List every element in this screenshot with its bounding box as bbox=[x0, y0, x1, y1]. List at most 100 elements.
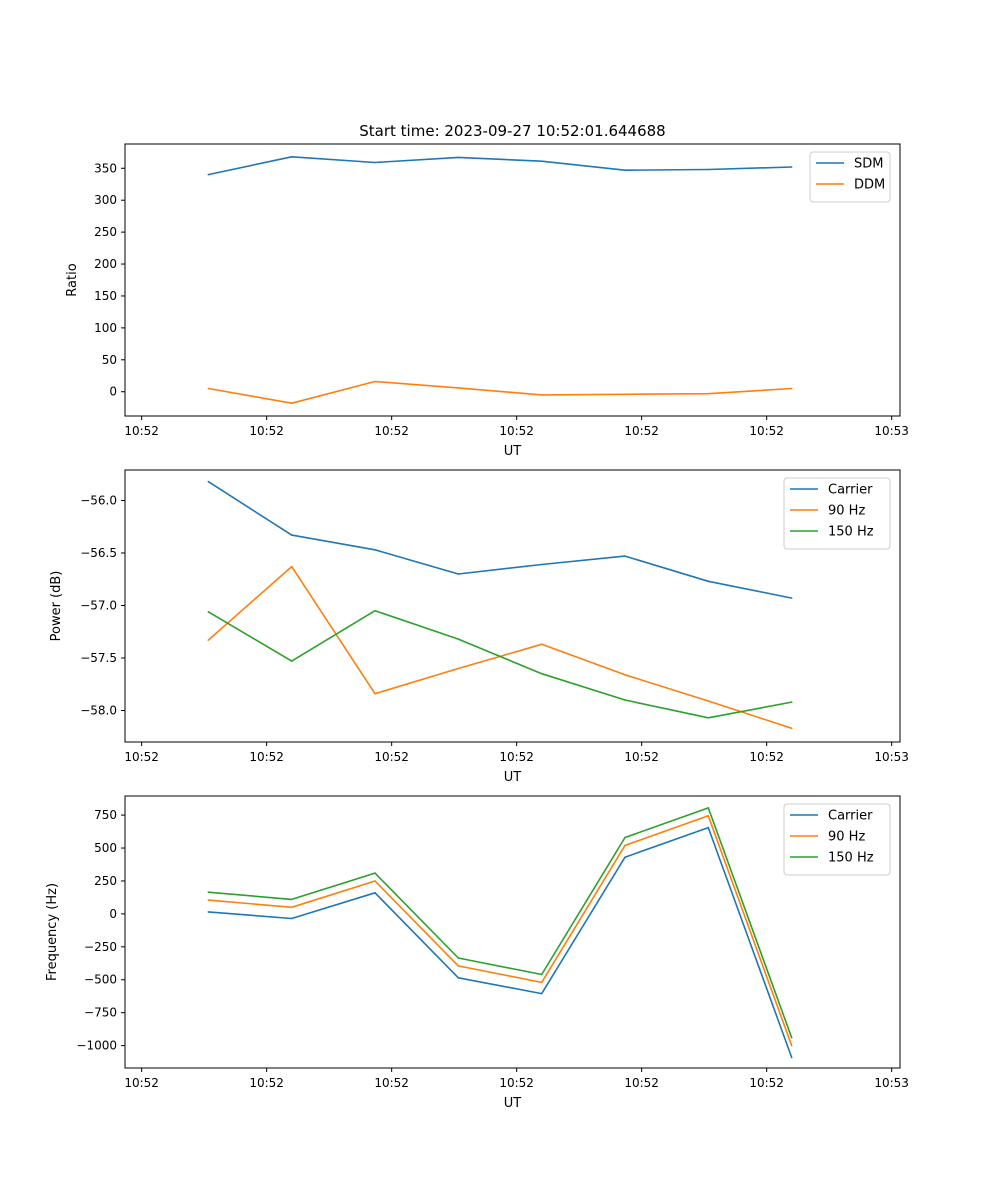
y-tick-label: −58.0 bbox=[80, 703, 117, 717]
data-point-90-hz bbox=[707, 700, 710, 702]
x-tick-label: 10:52 bbox=[499, 1076, 534, 1090]
data-point-carrier bbox=[374, 549, 376, 551]
data-point-sdm bbox=[624, 169, 626, 171]
data-point-150-hz bbox=[790, 701, 793, 703]
data-point-90-hz bbox=[374, 692, 376, 695]
data-point-90-hz bbox=[540, 643, 543, 646]
data-point-150-hz bbox=[540, 973, 543, 976]
data-point-150-hz bbox=[457, 638, 460, 640]
x-tick-label: 10:52 bbox=[499, 424, 534, 438]
legend: Carrier 90 Hz 150 Hz bbox=[783, 477, 891, 550]
y-axis-label: Ratio bbox=[65, 263, 80, 296]
data-point-sdm bbox=[374, 161, 376, 164]
data-point-sdm bbox=[457, 156, 460, 159]
data-point-150-hz bbox=[374, 872, 376, 874]
legend-entry: Carrier bbox=[828, 483, 873, 498]
data-point-carrier bbox=[457, 573, 460, 575]
y-tick-label: 0 bbox=[109, 907, 117, 921]
x-tick-label: 10:52 bbox=[249, 424, 284, 438]
data-point-carrier bbox=[540, 563, 543, 566]
data-point-carrier bbox=[624, 555, 626, 557]
x-tick-label: 10:52 bbox=[624, 750, 659, 764]
y-tick-label: 750 bbox=[94, 808, 117, 822]
data-point-150-hz bbox=[624, 836, 626, 839]
data-point-90-hz bbox=[207, 639, 210, 641]
series-line-90-hz bbox=[208, 814, 793, 1046]
data-point-carrier bbox=[290, 534, 293, 536]
y-tick-label: −57.5 bbox=[80, 651, 117, 665]
data-point-90-hz bbox=[790, 727, 793, 730]
data-point-150-hz bbox=[457, 957, 460, 959]
y-tick-label: −56.0 bbox=[80, 493, 117, 507]
data-point-90-hz bbox=[624, 673, 626, 676]
legend-entry: 150 Hz bbox=[828, 851, 874, 866]
data-point-150-hz bbox=[707, 717, 710, 719]
data-point-90-hz bbox=[457, 965, 460, 967]
y-tick-label: 150 bbox=[94, 289, 117, 303]
data-point-carrier bbox=[707, 580, 710, 583]
data-point-150-hz bbox=[540, 672, 543, 675]
axes-frame bbox=[124, 795, 901, 1069]
data-point-150-hz bbox=[290, 898, 293, 901]
y-tick-label: −500 bbox=[84, 973, 117, 987]
figure-title: Start time: 2023-09-27 10:52:01.644688 bbox=[359, 122, 665, 140]
x-tick-label: 10:52 bbox=[374, 750, 409, 764]
data-point-carrier bbox=[457, 976, 460, 979]
series-line-90-hz bbox=[207, 565, 792, 730]
data-point-ddm bbox=[290, 402, 293, 405]
data-point-150-hz bbox=[790, 1036, 793, 1039]
x-tick-label: 10:53 bbox=[874, 1076, 909, 1090]
data-point-carrier bbox=[790, 1056, 793, 1059]
data-point-ddm bbox=[624, 393, 626, 396]
legend-entry: Carrier bbox=[828, 809, 873, 824]
data-point-90-hz bbox=[457, 667, 460, 670]
y-tick-label: 50 bbox=[102, 353, 117, 367]
data-point-sdm bbox=[707, 168, 710, 171]
series-line-150-hz bbox=[208, 807, 793, 1038]
data-point-90-hz bbox=[707, 814, 710, 817]
series-line-150-hz bbox=[207, 609, 792, 719]
x-tick-label: 10:52 bbox=[249, 750, 284, 764]
data-point-carrier bbox=[207, 480, 210, 483]
data-point-90-hz bbox=[790, 1044, 793, 1047]
data-point-carrier bbox=[540, 992, 543, 995]
x-tick-label: 10:52 bbox=[374, 424, 409, 438]
x-tick-label: 10:52 bbox=[624, 1076, 659, 1090]
data-point-90-hz bbox=[374, 880, 376, 882]
data-point-sdm bbox=[540, 160, 543, 163]
chart-panel-1: 10:52 10:52 10:52 10:52 10:52 10:52 10:53 0 50 10… bbox=[65, 143, 909, 459]
series-line-sdm bbox=[208, 156, 792, 176]
data-point-150-hz bbox=[374, 609, 376, 612]
x-axis-label: UT bbox=[504, 444, 522, 459]
data-point-carrier bbox=[707, 826, 710, 829]
x-tick-label: 10:53 bbox=[874, 424, 909, 438]
chart-panel-3: 10:52 10:52 10:52 10:52 10:52 10:52 10:53 −1000… bbox=[45, 795, 909, 1111]
data-point-carrier bbox=[624, 856, 626, 859]
x-tick-label: 10:52 bbox=[749, 750, 784, 764]
x-tick-label: 10:52 bbox=[124, 1076, 159, 1090]
x-tick-label: 10:52 bbox=[124, 750, 159, 764]
legend: SDM DDM bbox=[809, 151, 891, 203]
y-tick-label: 250 bbox=[94, 225, 117, 239]
x-tick-label: 10:53 bbox=[874, 750, 909, 764]
legend-entry: 90 Hz bbox=[828, 504, 865, 519]
y-tick-label: −1000 bbox=[76, 1039, 117, 1053]
data-point-ddm bbox=[707, 392, 710, 395]
data-point-carrier bbox=[290, 917, 293, 920]
legend-entry: 90 Hz bbox=[828, 830, 865, 845]
x-tick-label: 10:52 bbox=[624, 424, 659, 438]
x-tick-label: 10:52 bbox=[749, 424, 784, 438]
data-point-150-hz bbox=[290, 660, 293, 662]
legend-box bbox=[809, 151, 891, 203]
data-point-ddm bbox=[374, 380, 376, 383]
data-point-ddm bbox=[207, 387, 210, 390]
x-tick-label: 10:52 bbox=[249, 1076, 284, 1090]
y-tick-label: 0 bbox=[109, 385, 117, 399]
x-tick-label: 10:52 bbox=[374, 1076, 409, 1090]
data-point-90-hz bbox=[624, 844, 626, 847]
y-tick-label: −250 bbox=[84, 940, 117, 954]
y-tick-label: 500 bbox=[94, 841, 117, 855]
data-point-carrier bbox=[374, 892, 376, 894]
axes-frame bbox=[124, 143, 901, 417]
